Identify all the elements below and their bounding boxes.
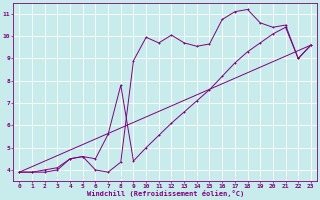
X-axis label: Windchill (Refroidissement éolien,°C): Windchill (Refroidissement éolien,°C) — [86, 190, 244, 197]
